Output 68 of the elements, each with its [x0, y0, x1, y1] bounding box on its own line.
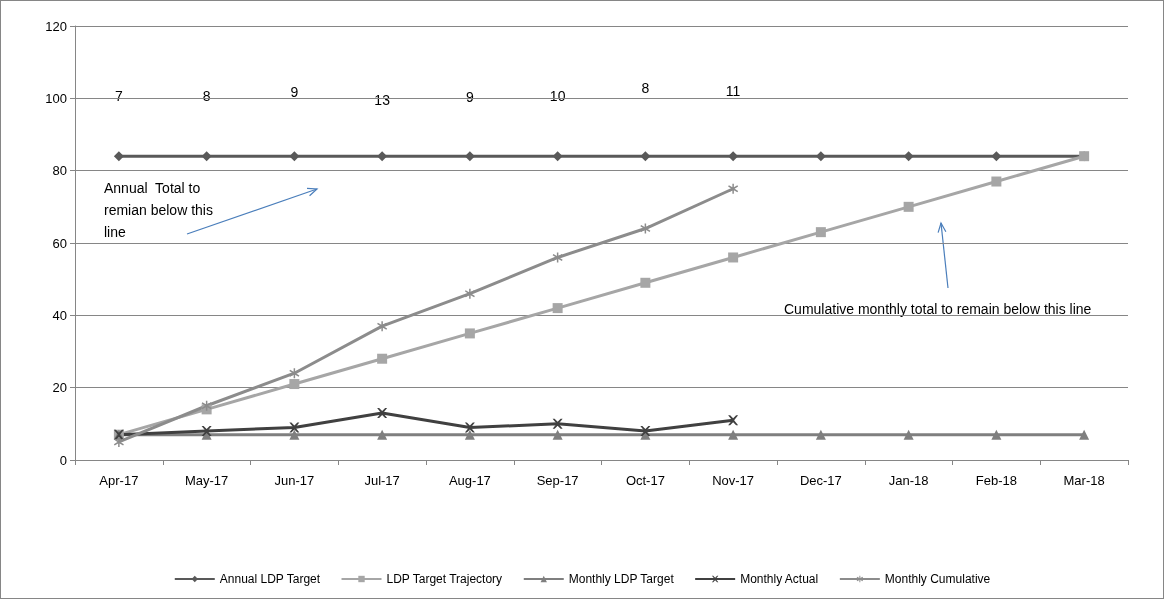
- point: [552, 418, 563, 429]
- legend-label: Monthly Cumulative: [884, 572, 991, 586]
- point: [1079, 429, 1090, 440]
- point: [464, 328, 475, 339]
- point: [289, 429, 300, 440]
- point: [903, 429, 914, 440]
- y-tick-label: 60: [52, 235, 67, 251]
- point: [991, 176, 1002, 187]
- x-tick-label: Nov-17: [712, 473, 755, 488]
- point: [728, 415, 739, 426]
- x-tick-label: Feb-18: [975, 473, 1017, 488]
- y-tick-label: 100: [45, 90, 67, 106]
- annotation: 8: [641, 80, 650, 96]
- point: [289, 379, 300, 390]
- point: [464, 422, 475, 433]
- point: [903, 201, 914, 212]
- point: [991, 151, 1002, 162]
- point: [113, 151, 124, 162]
- point: [464, 429, 475, 440]
- point: [552, 429, 563, 440]
- point: [113, 436, 124, 447]
- point: [289, 422, 300, 433]
- point: [552, 303, 563, 314]
- point: [728, 183, 739, 194]
- x-tick-label: Sep-17: [536, 473, 579, 488]
- point: [377, 407, 388, 418]
- point: [377, 353, 388, 364]
- point: [728, 252, 739, 263]
- point: [377, 429, 388, 440]
- x-tick-label: Jun-17: [274, 473, 315, 488]
- x-tick-label: Oct-17: [625, 473, 665, 488]
- point: [289, 151, 300, 162]
- point: [640, 277, 651, 288]
- annotation: 9: [290, 84, 299, 100]
- point: [201, 400, 212, 411]
- legend-label: Monthly Actual: [740, 572, 819, 586]
- y-tick-label: 80: [52, 163, 67, 179]
- x-tick-label: Aug-17: [448, 473, 491, 488]
- point: [552, 151, 563, 162]
- legend-label: LDP Target Trajectory: [386, 572, 503, 586]
- x-tick-label: Jan-18: [888, 473, 929, 488]
- point: [464, 288, 475, 299]
- x-tick-label: May-17: [184, 473, 229, 488]
- point: [640, 151, 651, 162]
- x-tick-label: Mar-18: [1063, 473, 1105, 488]
- legend-label: Monthly LDP Target: [568, 572, 675, 586]
- annotation: Cumulative monthly total to remain below this line: [784, 301, 1092, 317]
- point: [728, 429, 739, 440]
- y-tick-label: 0: [59, 452, 67, 468]
- y-tick-label: 120: [45, 18, 67, 34]
- point: [552, 252, 563, 263]
- legend-label: Annual LDP Target: [219, 572, 321, 586]
- point: [991, 429, 1002, 440]
- point: [289, 368, 300, 379]
- annotation: Annual Total to remian below this line: [104, 180, 217, 240]
- annotation: 11: [725, 83, 741, 99]
- point: [815, 429, 826, 440]
- point: [201, 151, 212, 162]
- point: [640, 223, 651, 234]
- x-tick-label: Jul-17: [364, 473, 400, 488]
- point: [377, 321, 388, 332]
- y-tick-label: 40: [52, 307, 67, 323]
- x-tick-label: Dec-17: [799, 473, 842, 488]
- y-tick-label: 20: [52, 380, 67, 396]
- point: [815, 227, 826, 238]
- x-tick-label: Apr-17: [99, 473, 139, 488]
- annotation: 9: [465, 89, 474, 105]
- point: [903, 151, 914, 162]
